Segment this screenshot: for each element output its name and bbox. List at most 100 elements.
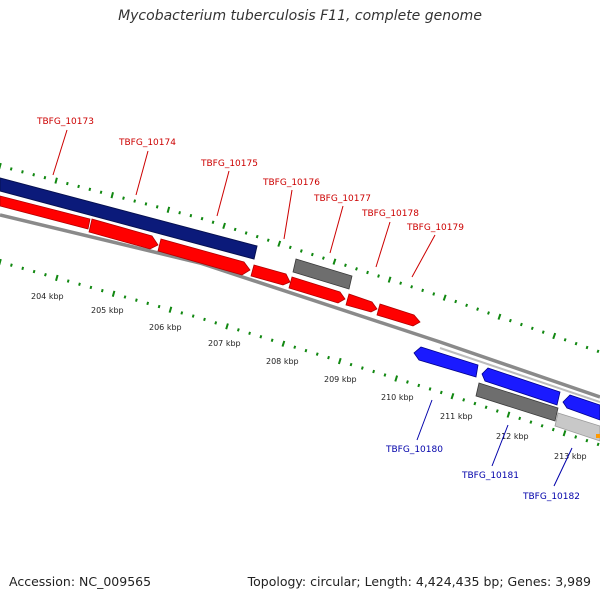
major-tick — [166, 206, 171, 213]
scale-label: 205 kbp — [91, 306, 124, 315]
scale-label: 206 kbp — [149, 323, 182, 332]
minor-tick — [180, 311, 184, 315]
minor-tick — [66, 181, 69, 186]
minor-tick — [551, 427, 555, 432]
minor-tick — [77, 184, 80, 189]
minor-tick — [487, 311, 490, 315]
gene-label-reverse: TBFG_10182 — [522, 492, 580, 502]
leader-line — [52, 129, 68, 176]
minor-tick — [432, 292, 436, 296]
minor-tick — [32, 269, 36, 274]
minor-tick — [310, 252, 314, 257]
minor-tick — [596, 442, 600, 447]
inner-tick-track — [0, 258, 600, 447]
gene-label-forward: TBFG_10173 — [36, 117, 94, 127]
minor-tick — [155, 205, 159, 209]
reverse-gene-labels: TBFG_10180 TBFG_10181 TBFG_10182 — [385, 445, 580, 502]
minor-tick — [9, 167, 13, 171]
minor-tick — [476, 307, 480, 311]
minor-tick — [146, 301, 150, 306]
major-tick — [55, 274, 59, 282]
minor-tick — [88, 187, 92, 192]
gene-label-forward: TBFG_10174 — [118, 138, 176, 148]
minor-tick — [133, 199, 137, 203]
minor-tick — [32, 173, 36, 177]
cds-arrow-forward-7 — [376, 303, 421, 327]
minor-tick — [21, 170, 24, 174]
minor-tick — [406, 380, 409, 384]
gene-label-forward: TBFG_10175 — [200, 159, 258, 169]
minor-tick — [255, 234, 259, 239]
major-tick — [450, 392, 455, 400]
minor-tick — [344, 263, 347, 267]
minor-tick — [43, 175, 47, 180]
major-tick — [394, 375, 399, 382]
minor-tick — [508, 318, 512, 323]
minor-tick — [66, 279, 70, 283]
minor-tick — [541, 330, 545, 334]
major-tick — [168, 306, 173, 313]
scale-labels: 204 kbp 205 kbp 206 kbp 207 kbp 208 kbp … — [31, 292, 587, 461]
minor-tick — [78, 282, 81, 286]
minor-tick — [585, 438, 589, 443]
minor-tick — [211, 220, 215, 224]
light-feature-lower — [554, 412, 600, 442]
cds-arrow-forward-1 — [0, 195, 91, 230]
minor-tick — [191, 314, 195, 318]
leader-line — [411, 234, 436, 278]
minor-tick — [135, 298, 138, 302]
cds-arrow-forward-4 — [250, 264, 291, 286]
minor-tick — [178, 211, 181, 215]
leader-line — [491, 424, 509, 467]
major-tick — [222, 222, 226, 230]
gene-label-reverse: TBFG_10180 — [385, 445, 443, 455]
gene-label-forward: TBFG_10178 — [361, 209, 419, 219]
major-tick — [225, 323, 229, 330]
leader-line — [135, 150, 149, 196]
minor-tick — [100, 288, 104, 293]
minor-tick — [454, 299, 458, 304]
scale-label: 207 kbp — [208, 339, 241, 348]
major-tick — [562, 430, 567, 437]
gene-label-forward: TBFG_10179 — [406, 223, 464, 233]
minor-tick — [410, 285, 414, 289]
minor-tick — [417, 383, 421, 388]
minor-tick — [236, 328, 240, 332]
major-tick — [0, 258, 2, 266]
minor-tick — [519, 322, 523, 327]
major-tick — [442, 294, 447, 301]
cds-arrow-forward-6 — [345, 293, 378, 313]
minor-tick — [259, 335, 263, 339]
scale-label: 208 kbp — [266, 357, 299, 366]
minor-tick — [360, 366, 364, 370]
forward-gene-leaders — [52, 129, 436, 278]
accession-label: Accession: NC_009565 — [9, 574, 152, 589]
cds-arrow-reverse-3 — [562, 394, 600, 421]
leader-line — [553, 447, 573, 487]
scale-label: 211 kbp — [440, 412, 473, 421]
minor-tick — [349, 362, 353, 367]
major-tick — [337, 357, 342, 365]
minor-tick — [372, 369, 376, 374]
leader-line — [416, 399, 433, 441]
minor-tick — [122, 196, 125, 200]
grey-feature-lower — [475, 382, 559, 422]
minor-tick — [233, 227, 237, 232]
orange-feature-marker — [596, 434, 600, 438]
gene-label-forward: TBFG_10177 — [313, 194, 371, 204]
map-title: Mycobacterium tuberculosis F11, complete… — [118, 8, 482, 24]
minor-tick — [244, 231, 248, 235]
minor-tick — [399, 281, 403, 285]
gene-label-reverse: TBFG_10181 — [461, 471, 519, 481]
outer-tick-track — [0, 162, 600, 354]
gene-label-forward: TBFG_10176 — [262, 178, 320, 188]
genome-stats-label: Topology: circular; Length: 4,424,435 bp… — [247, 574, 591, 589]
cds-arrow-reverse-2 — [481, 367, 561, 406]
scale-label: 204 kbp — [31, 292, 64, 301]
minor-tick — [248, 331, 251, 335]
minor-tick — [144, 202, 148, 206]
minor-tick — [299, 249, 303, 253]
minor-tick — [214, 321, 218, 325]
minor-tick — [563, 338, 567, 342]
